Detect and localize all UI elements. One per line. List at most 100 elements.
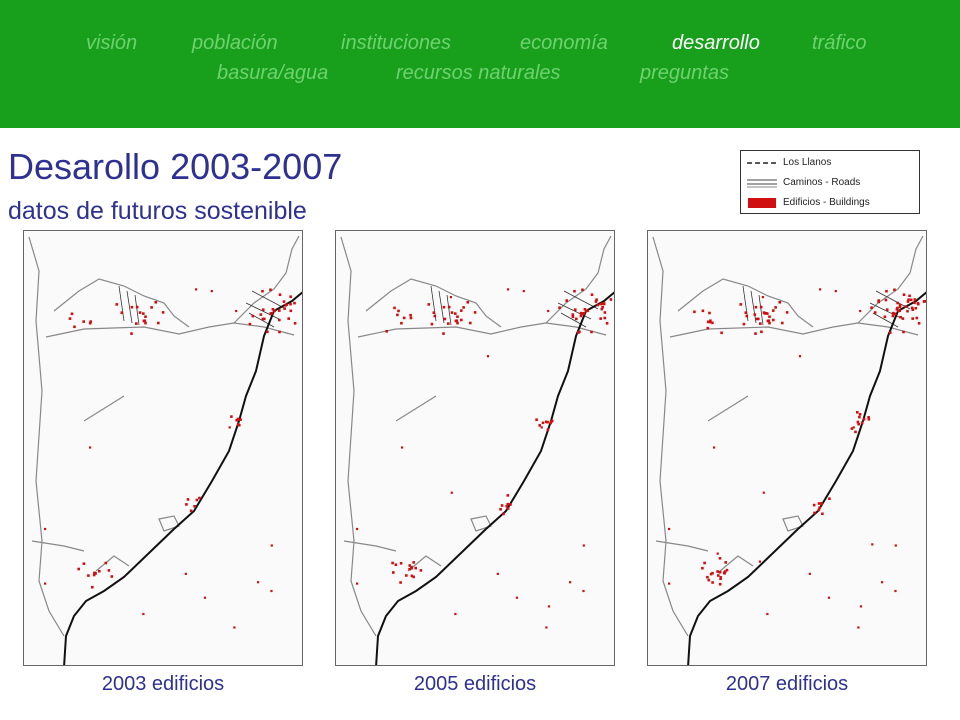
building bbox=[278, 309, 281, 312]
building bbox=[755, 317, 759, 321]
building bbox=[394, 563, 398, 566]
building bbox=[896, 306, 899, 310]
nav-link-trafico[interactable]: tráfico bbox=[812, 32, 867, 54]
nav-link-preguntas[interactable]: preguntas bbox=[640, 62, 729, 84]
building bbox=[586, 309, 589, 313]
nav-link-desarrollo[interactable]: desarrollo bbox=[672, 32, 760, 54]
building bbox=[754, 305, 758, 309]
building bbox=[73, 325, 76, 329]
building bbox=[469, 321, 472, 325]
road bbox=[45, 322, 295, 338]
nav-link-economia[interactable]: economía bbox=[520, 32, 608, 54]
building bbox=[706, 326, 710, 330]
building bbox=[573, 308, 577, 311]
building bbox=[813, 511, 816, 515]
building bbox=[496, 572, 499, 575]
nav-link-recursos-naturales[interactable]: recursos naturales bbox=[396, 62, 561, 84]
building bbox=[515, 596, 519, 599]
building bbox=[284, 304, 288, 307]
building bbox=[885, 289, 888, 293]
nav-link-poblacion[interactable]: población bbox=[192, 32, 278, 54]
building bbox=[603, 316, 607, 320]
road bbox=[782, 515, 804, 532]
road bbox=[669, 322, 919, 338]
building bbox=[87, 574, 90, 577]
building bbox=[506, 502, 510, 506]
building bbox=[854, 430, 857, 434]
building bbox=[283, 307, 286, 310]
road bbox=[95, 555, 130, 572]
building bbox=[883, 315, 887, 319]
nav-link-vision[interactable]: visión bbox=[86, 32, 138, 54]
building bbox=[228, 426, 231, 429]
building bbox=[877, 300, 880, 304]
building bbox=[185, 503, 188, 506]
red-box-icon bbox=[748, 198, 776, 208]
building bbox=[558, 306, 561, 309]
caption-2003: 2003 edificios bbox=[101, 673, 225, 695]
nav-link-instituciones[interactable]: instituciones bbox=[341, 32, 452, 54]
building bbox=[236, 417, 240, 421]
building bbox=[150, 306, 153, 309]
building bbox=[668, 582, 671, 585]
building bbox=[506, 507, 510, 510]
building bbox=[828, 497, 831, 500]
building bbox=[767, 319, 771, 322]
building bbox=[210, 290, 213, 293]
building bbox=[261, 317, 265, 321]
street bbox=[875, 290, 911, 310]
building bbox=[130, 305, 134, 309]
building bbox=[143, 319, 147, 322]
road bbox=[395, 395, 437, 422]
building bbox=[724, 561, 727, 564]
building bbox=[603, 311, 607, 314]
building bbox=[902, 293, 906, 296]
road bbox=[53, 278, 190, 328]
road bbox=[857, 235, 924, 324]
building bbox=[270, 589, 273, 593]
building bbox=[138, 311, 142, 314]
building bbox=[901, 317, 905, 320]
building bbox=[44, 527, 47, 531]
building bbox=[859, 309, 862, 313]
building bbox=[719, 576, 722, 579]
building bbox=[716, 570, 719, 573]
building bbox=[709, 572, 713, 576]
building bbox=[278, 293, 282, 296]
building bbox=[753, 313, 757, 316]
building bbox=[278, 330, 281, 334]
building bbox=[889, 331, 892, 334]
map-legend: Los Llanos Caminos - Roads Edificios - B… bbox=[740, 150, 920, 214]
building bbox=[456, 315, 459, 318]
building bbox=[399, 562, 403, 565]
building bbox=[261, 308, 265, 311]
building bbox=[409, 313, 412, 317]
building bbox=[760, 330, 763, 334]
building bbox=[573, 289, 576, 293]
building bbox=[877, 299, 880, 302]
building bbox=[772, 318, 775, 322]
building bbox=[893, 288, 896, 292]
legend-item-los-llanos: Los Llanos bbox=[745, 156, 917, 170]
building bbox=[579, 314, 583, 318]
road bbox=[365, 278, 502, 328]
road bbox=[31, 540, 85, 552]
building bbox=[135, 305, 139, 309]
building bbox=[906, 300, 910, 303]
building bbox=[896, 301, 899, 305]
building bbox=[582, 589, 585, 593]
building bbox=[720, 331, 723, 335]
building bbox=[89, 446, 92, 449]
building bbox=[269, 288, 272, 292]
road bbox=[158, 515, 180, 532]
building bbox=[820, 502, 823, 505]
building bbox=[718, 557, 722, 560]
building bbox=[898, 305, 902, 309]
building bbox=[857, 626, 860, 629]
building bbox=[701, 309, 705, 313]
building bbox=[92, 573, 96, 577]
building bbox=[238, 423, 241, 427]
nav-link-basura-agua[interactable]: basura/agua bbox=[217, 62, 329, 84]
building bbox=[460, 318, 463, 322]
building bbox=[235, 309, 238, 313]
